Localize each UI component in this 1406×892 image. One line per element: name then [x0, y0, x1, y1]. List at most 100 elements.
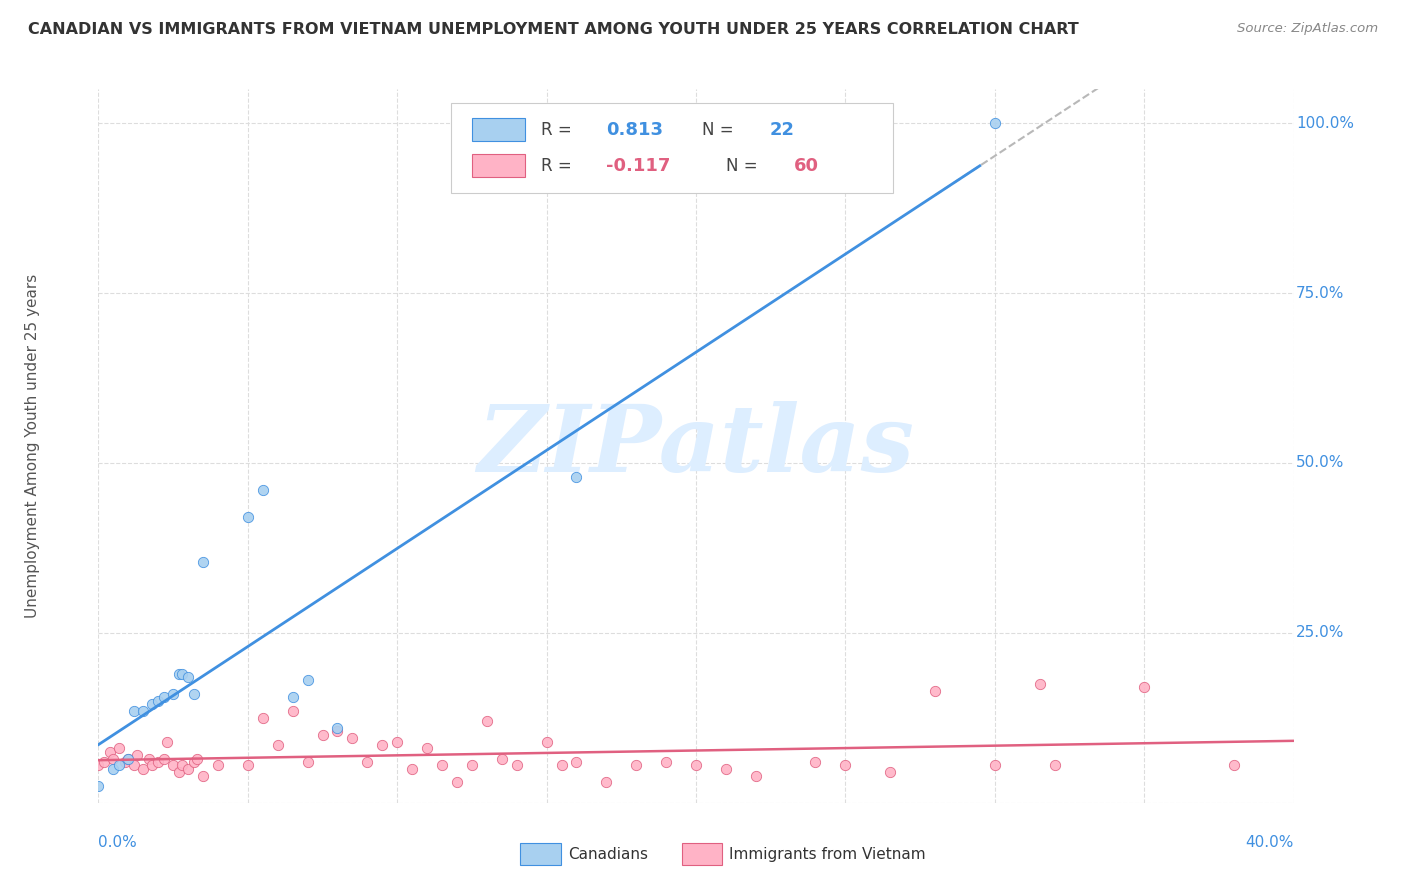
Point [491, 751, 513, 765]
Point [446, 775, 468, 789]
Point [983, 758, 1005, 772]
Point [311, 728, 333, 742]
Point [281, 690, 304, 705]
Point [385, 734, 409, 748]
Point [655, 755, 678, 769]
Point [177, 670, 200, 684]
Point [1043, 758, 1066, 772]
FancyBboxPatch shape [472, 119, 524, 141]
Point [117, 751, 139, 765]
Text: R =: R = [540, 157, 576, 175]
Point [191, 769, 214, 783]
Point [167, 666, 190, 681]
Point [236, 758, 259, 772]
Point [114, 755, 136, 769]
Point [153, 690, 176, 705]
Point [565, 469, 588, 483]
Text: 60: 60 [794, 157, 818, 175]
Text: 22: 22 [770, 121, 794, 139]
FancyBboxPatch shape [520, 844, 561, 865]
Point [297, 673, 319, 688]
Point [207, 758, 229, 772]
Point [108, 741, 131, 756]
Point [685, 758, 707, 772]
FancyBboxPatch shape [472, 154, 524, 177]
Point [172, 758, 194, 772]
Point [401, 762, 423, 776]
Point [565, 755, 588, 769]
Text: ZIPatlas: ZIPatlas [478, 401, 914, 491]
Point [98, 745, 122, 759]
Point [148, 755, 170, 769]
Point [1028, 677, 1050, 691]
Text: CANADIAN VS IMMIGRANTS FROM VIETNAM UNEMPLOYMENT AMONG YOUTH UNDER 25 YEARS CORR: CANADIAN VS IMMIGRANTS FROM VIETNAM UNEM… [28, 22, 1078, 37]
Point [124, 704, 146, 718]
Text: 100.0%: 100.0% [1296, 116, 1354, 131]
Point [141, 758, 163, 772]
Text: Immigrants from Vietnam: Immigrants from Vietnam [730, 847, 927, 862]
Point [461, 758, 484, 772]
Text: Source: ZipAtlas.com: Source: ZipAtlas.com [1237, 22, 1378, 36]
Point [536, 734, 558, 748]
Text: 40.0%: 40.0% [1246, 835, 1294, 850]
Text: N =: N = [725, 157, 762, 175]
FancyBboxPatch shape [451, 103, 893, 193]
Point [356, 755, 378, 769]
Text: Unemployment Among Youth under 25 years: Unemployment Among Youth under 25 years [25, 274, 41, 618]
Text: -0.117: -0.117 [606, 157, 671, 175]
Point [87, 758, 110, 772]
Point [141, 698, 163, 712]
Text: 75.0%: 75.0% [1296, 285, 1344, 301]
Point [430, 758, 453, 772]
Point [177, 762, 200, 776]
Text: 0.813: 0.813 [606, 121, 664, 139]
Point [236, 510, 259, 524]
Point [804, 755, 827, 769]
Point [924, 683, 946, 698]
Point [172, 666, 194, 681]
Point [714, 762, 737, 776]
Point [1223, 758, 1246, 772]
Point [132, 704, 155, 718]
Point [624, 758, 647, 772]
Point [281, 704, 304, 718]
Point [148, 694, 170, 708]
Point [475, 714, 498, 729]
Point [127, 748, 149, 763]
Point [183, 755, 205, 769]
Point [371, 738, 394, 752]
Point [103, 762, 125, 776]
Point [297, 755, 319, 769]
Point [416, 741, 439, 756]
Point [983, 116, 1005, 130]
Point [108, 758, 131, 772]
Point [326, 724, 349, 739]
Point [834, 758, 856, 772]
Point [1133, 680, 1156, 694]
Point [117, 751, 139, 765]
Point [153, 751, 176, 765]
Point [103, 751, 125, 765]
Point [506, 758, 529, 772]
Point [138, 751, 160, 765]
Point [252, 483, 274, 498]
Point [550, 758, 572, 772]
Point [156, 734, 179, 748]
Point [124, 758, 146, 772]
Text: 25.0%: 25.0% [1296, 625, 1344, 640]
Point [326, 721, 349, 735]
Point [191, 555, 214, 569]
Point [87, 779, 110, 793]
Point [186, 751, 208, 765]
Text: 50.0%: 50.0% [1296, 456, 1344, 470]
Point [183, 687, 205, 701]
Point [132, 762, 155, 776]
Point [162, 758, 184, 772]
Point [252, 711, 274, 725]
Point [879, 765, 901, 780]
Point [745, 769, 768, 783]
Text: Canadians: Canadians [568, 847, 648, 862]
Point [162, 687, 184, 701]
Text: N =: N = [702, 121, 738, 139]
Point [167, 765, 190, 780]
